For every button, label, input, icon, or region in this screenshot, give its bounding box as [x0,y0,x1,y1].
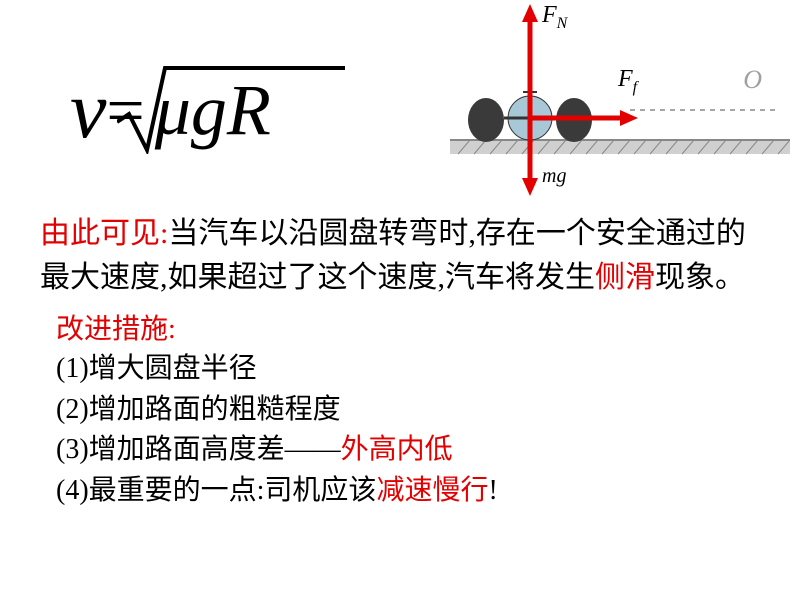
item-red: 减速慢行 [376,475,488,506]
item-text: 最重要的一点:司机应该 [89,475,377,506]
item-red: 外高内低 [341,434,453,465]
mg-label: mg [542,165,566,187]
formula: v = μgR [70,69,271,151]
improve-title: 改进措施: [56,307,754,347]
top-row: v = μgR [0,0,794,200]
item-num: (2) [56,394,89,425]
list-item: (4)最重要的一点:司机应该减速慢行! [56,471,754,512]
list-item: (1)增大圆盘半径 [56,349,754,390]
improve-block: 改进措施: (1)增大圆盘半径 (2)增加路面的粗糙程度 (3)增加路面高度差—… [0,305,794,511]
item-num: (3) [56,434,89,465]
list-item: (2)增加路面的粗糙程度 [56,390,754,431]
item-tail: ! [488,475,497,506]
radical: μgR [149,74,271,146]
radical-sign-icon [117,64,347,154]
item-text: 增加路面高度差—— [89,434,341,465]
list-item: (3)增加路面高度差——外高内低 [56,430,754,471]
formula-v: v [70,69,106,151]
item-text: 增大圆盘半径 [89,353,257,384]
item-num: (4) [56,475,89,506]
force-diagram: FN Ff mg O [450,0,790,200]
item-num: (1) [56,353,89,384]
conclusion-lead: 由此可见: [40,217,168,250]
conclusion-t2: 现象。 [655,261,745,294]
conclusion-slip: 侧滑 [595,261,655,294]
conclusion: 由此可见:当汽车以沿圆盘转弯时,存在一个安全通过的最大速度,如果超过了这个速度,… [0,200,794,305]
ff-label: Ff [617,66,640,96]
item-text: 增加路面的粗糙程度 [89,394,341,425]
fn-label: FN [541,2,569,32]
o-label: O [743,65,762,95]
